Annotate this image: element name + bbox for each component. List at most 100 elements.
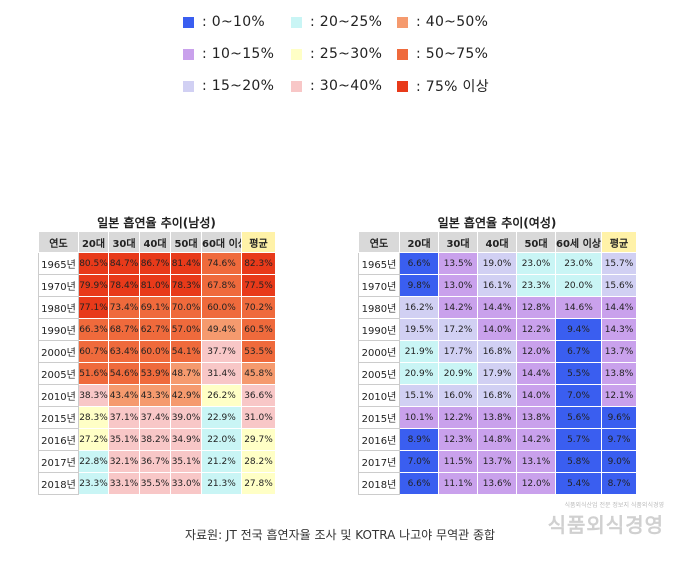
heatmap-cell: 27.8% [241,472,276,495]
heatmap-cell: 23.3% [78,472,109,495]
heatmap-cell: 9.8% [399,274,439,297]
heatmap-cell: 36.6% [241,384,276,407]
female-heatmap-panel: 일본 흡연율 추이(여성) 연도 20대 30대 40대 50대 60세 이상 평균 1965… [358,215,637,495]
legend-label: : 25~30% [310,46,383,62]
heatmap-cell: 6.6% [399,252,439,275]
legend-label: : 15~20% [202,78,275,94]
heatmap-cell: 16.0% [438,384,478,407]
heatmap-cell: 9.6% [601,406,637,429]
table-row: 2000년 21.9% 17.7% 16.8% 12.0% 6.7% 13.7% [358,340,637,363]
heatmap-cell: 13.1% [516,450,556,473]
heatmap-cell: 54.6% [108,362,140,385]
heatmap-cell: 9.4% [555,318,602,341]
heatmap-cell: 48.7% [170,362,202,385]
heatmap-cell: 80.5% [78,252,109,275]
table-row: 2000년 60.7% 63.4% 60.0% 54.1% 37.7% 53.5% [38,340,276,363]
table-row: 1990년 66.3% 68.7% 62.7% 57.0% 49.4% 60.5% [38,318,276,341]
heatmap-cell: 12.8% [516,296,556,319]
table-row: 2010년 15.1% 16.0% 16.8% 14.0% 7.0% 12.1% [358,384,637,407]
heatmap-cell: 60.0% [139,340,171,363]
heatmap-cell: 14.0% [516,384,556,407]
heatmap-cell: 39.0% [170,406,202,429]
heatmap-cell: 84.7% [108,252,140,275]
row-label: 2017년 [38,450,79,473]
heatmap-cell: 81.0% [139,274,171,297]
row-label: 1980년 [358,296,400,319]
heatmap-cell: 78.4% [108,274,140,297]
heatmap-cell: 81.4% [170,252,202,275]
table-row: 2017년 7.0% 11.5% 13.7% 13.1% 5.8% 9.0% [358,450,637,473]
column-header: 60대 이상 [201,231,242,253]
heatmap-cell: 11.5% [438,450,478,473]
table-row: 2016년 27.2% 35.1% 38.2% 34.9% 22.0% 29.7% [38,428,276,451]
heatmap-cell: 38.2% [139,428,171,451]
heatmap-cell: 14.2% [438,296,478,319]
legend-swatch [291,16,302,28]
heatmap-cell: 68.7% [108,318,140,341]
source-caption: 자료원: JT 전국 흡연자율 조사 및 KOTRA 나고야 무역관 종합 [184,528,496,542]
heatmap-cell: 13.5% [438,252,478,275]
row-label: 2000년 [358,340,400,363]
heatmap-cell: 16.2% [399,296,439,319]
heatmap-cell: 13.7% [477,450,517,473]
heatmap-cell: 28.3% [78,406,109,429]
heatmap-cell: 60.7% [78,340,109,363]
row-label: 2018년 [38,472,79,495]
heatmap-cell: 5.8% [555,450,602,473]
heatmap-cell: 54.1% [170,340,202,363]
legend-item: : 75% 이상 [397,76,499,96]
legend-swatch [397,80,408,92]
legend-item: : 0~10% [183,14,291,30]
table-row: 2005년 51.6% 54.6% 53.9% 48.7% 31.4% 45.8% [38,362,276,385]
chart-title: 일본 흡연율 추이(남성) [97,216,216,230]
heatmap-cell: 5.6% [555,406,602,429]
heatmap-cell: 77.1% [78,296,109,319]
table-row: 1965년 80.5% 84.7% 86.7% 81.4% 74.6% 82.3% [38,252,276,275]
heatmap-cell: 35.1% [108,428,140,451]
heatmap-cell: 16.8% [477,340,517,363]
row-label: 2005년 [38,362,79,385]
row-label: 2016년 [358,428,400,451]
heatmap-cell: 51.6% [78,362,109,385]
heatmap-cell: 74.6% [201,252,242,275]
chart-title: 일본 흡연율 추이(여성) [437,216,557,230]
heatmap-cell: 12.0% [516,472,556,495]
legend-label: : 50~75% [416,46,489,62]
heatmap-cell: 73.4% [108,296,140,319]
heatmap-cell: 43.4% [108,384,140,407]
heatmap-cell: 13.8% [601,362,637,385]
row-label: 2005년 [358,362,400,385]
heatmap-cell: 10.1% [399,406,439,429]
legend-item: : 10~15% [183,46,291,62]
heatmap-cell: 70.2% [241,296,276,319]
heatmap-cell: 60.0% [201,296,242,319]
heatmap-cell: 7.0% [555,384,602,407]
column-header: 평균 [241,231,276,253]
row-label: 1990년 [358,318,400,341]
heatmap-cell: 6.7% [555,340,602,363]
heatmap-cell: 62.7% [139,318,171,341]
heatmap-cell: 43.3% [139,384,171,407]
row-label: 2018년 [358,472,400,495]
heatmap-cell: 86.7% [139,252,171,275]
heatmap-cell: 14.2% [516,428,556,451]
legend-swatch [183,48,194,60]
table-row: 2010년 38.3% 43.4% 43.3% 42.9% 26.2% 36.6% [38,384,276,407]
column-header: 40대 [477,231,517,253]
heatmap-cell: 5.4% [555,472,602,495]
heatmap-cell: 14.6% [555,296,602,319]
legend-swatch [291,80,302,92]
heatmap-cell: 37.7% [201,340,242,363]
heatmap-cell: 21.3% [201,472,242,495]
heatmap-cell: 23.3% [516,274,556,297]
watermark-logo: 식품외식경영 [547,513,664,537]
heatmap-cell: 77.5% [241,274,276,297]
heatmap-cell: 67.8% [201,274,242,297]
heatmap-cell: 66.3% [78,318,109,341]
legend-row: : 0~10%: 20~25%: 40~50% [183,6,513,38]
heatmap-cell: 9.7% [601,428,637,451]
heatmap-cell: 38.3% [78,384,109,407]
legend-swatch [183,16,194,28]
heatmap-cell: 22.9% [201,406,242,429]
